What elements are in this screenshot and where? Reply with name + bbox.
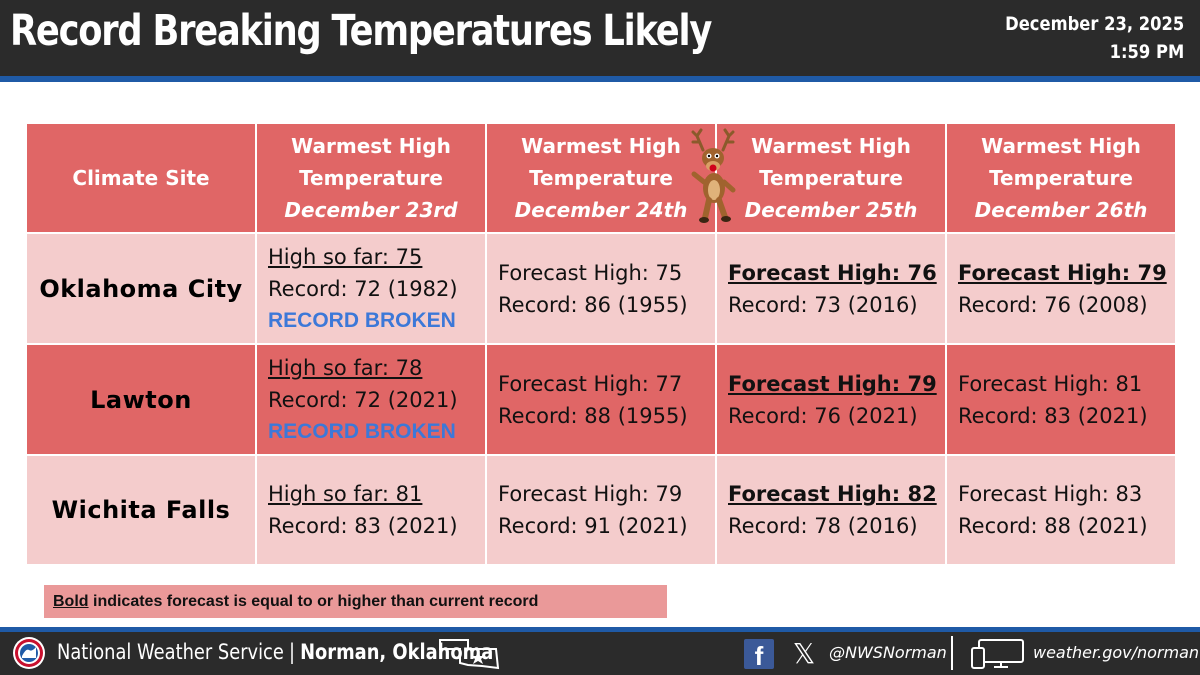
table-row: Wichita Falls High so far: 81 Record: 83… <box>25 454 1177 566</box>
footer-accent-bar <box>0 627 1200 632</box>
forecast-high: Forecast High: 76 <box>728 260 937 285</box>
site-name: Lawton <box>25 343 257 456</box>
high-so-far: High so far: 78 <box>268 355 423 380</box>
forecast-high: Forecast High: 77 <box>498 371 683 396</box>
record-value: Record: 72 (1982) <box>268 276 458 301</box>
table-cell: Forecast High: 76 Record: 73 (2016) <box>715 232 947 345</box>
facebook-icon[interactable]: f <box>744 639 774 671</box>
record-value: Record: 83 (2021) <box>268 514 458 538</box>
legend-bold-word: Bold <box>53 593 89 610</box>
table-cell: Forecast High: 79 Record: 91 (2021) <box>485 454 717 566</box>
table-cell: Forecast High: 77 Record: 88 (1955) <box>485 343 717 456</box>
table-header-row: Climate Site Warmest High Temperature De… <box>25 122 1177 234</box>
forecast-high: Forecast High: 79 <box>498 482 683 506</box>
column-header-date: December 25th <box>744 198 918 222</box>
high-so-far: High so far: 81 <box>268 482 423 506</box>
record-value: Record: 83 (2021) <box>958 403 1148 428</box>
oklahoma-state-icon <box>439 639 500 670</box>
column-header-dec23: Warmest High Temperature December 23rd <box>255 122 487 234</box>
record-value: Record: 73 (2016) <box>728 292 918 317</box>
record-value: Record: 76 (2021) <box>728 403 918 428</box>
header-accent-bar <box>0 76 1200 82</box>
column-header-line2: Temperature <box>989 166 1133 190</box>
org-name: National Weather Service <box>57 640 284 664</box>
table-cell: Forecast High: 79 Record: 76 (2008) <box>945 232 1177 345</box>
header: Record Breaking Temperatures Likely Dece… <box>0 0 1200 76</box>
website-link[interactable]: weather.gov/norman <box>1033 643 1200 662</box>
column-header-dec25: Warmest High Temperature December 25th <box>715 122 947 234</box>
monitor-phone-icon <box>971 639 1024 669</box>
column-header-date: December 24th <box>514 198 688 222</box>
footer-organization: National Weather Service | Norman, Oklahom… <box>57 640 493 664</box>
column-header-line2: Temperature <box>529 166 673 190</box>
page-title: Record Breaking Temperatures Likely <box>10 6 712 56</box>
footer: National Weather Service | Norman, Oklahom… <box>0 632 1200 675</box>
record-broken-label: RECORD BROKEN <box>268 419 456 443</box>
table-cell: Forecast High: 81 Record: 83 (2021) <box>945 343 1177 456</box>
footer-divider <box>951 636 953 670</box>
column-header-line2: Temperature <box>759 166 903 190</box>
table-cell: Forecast High: 83 Record: 88 (2021) <box>945 454 1177 566</box>
column-header-line1: Warmest High <box>751 134 911 158</box>
record-value: Record: 86 (1955) <box>498 292 688 317</box>
reindeer-graphic <box>691 128 736 223</box>
org-separator: | <box>288 640 295 664</box>
column-header-date: December 26th <box>974 198 1148 222</box>
table-row: Lawton High so far: 78 Record: 72 (2021)… <box>25 343 1177 456</box>
legend-note: Bold indicates forecast is equal to or h… <box>44 585 667 618</box>
forecast-high: Forecast High: 83 <box>958 482 1143 506</box>
forecast-high: Forecast High: 75 <box>498 260 683 285</box>
office-name: Norman, Oklahoma <box>300 640 494 664</box>
column-header-line1: Warmest High <box>981 134 1141 158</box>
table-cell: Forecast High: 82 Record: 78 (2016) <box>715 454 947 566</box>
column-header-line1: Warmest High <box>291 134 451 158</box>
forecast-high: Forecast High: 79 <box>958 260 1167 285</box>
high-so-far: High so far: 75 <box>268 244 423 269</box>
issued-date: December 23, 2025 <box>1004 13 1184 35</box>
record-value: Record: 88 (2021) <box>958 514 1148 538</box>
record-value: Record: 91 (2021) <box>498 514 688 538</box>
record-value: Record: 88 (1955) <box>498 403 688 428</box>
record-broken-label: RECORD BROKEN <box>268 308 456 332</box>
table-cell: High so far: 78 Record: 72 (2021) RECORD… <box>255 343 487 456</box>
issued-time: 1:59 PM <box>1109 41 1184 63</box>
table-cell: High so far: 81 Record: 83 (2021) <box>255 454 487 566</box>
temperature-records-table: Climate Site Warmest High Temperature De… <box>25 122 1177 566</box>
column-header-dec24: Warmest High Temperature December 24th <box>485 122 717 234</box>
record-value: Record: 76 (2008) <box>958 292 1148 317</box>
site-name: Wichita Falls <box>25 454 257 566</box>
record-value: Record: 78 (2016) <box>728 514 918 538</box>
column-header-site: Climate Site <box>25 122 257 234</box>
record-value: Record: 72 (2021) <box>268 387 458 412</box>
table-row: Oklahoma City High so far: 75 Record: 72… <box>25 232 1177 345</box>
forecast-high: Forecast High: 81 <box>958 371 1143 396</box>
x-icon[interactable]: 𝕏 <box>792 637 816 670</box>
forecast-high: Forecast High: 79 <box>728 371 937 396</box>
table-cell: High so far: 75 Record: 72 (1982) RECORD… <box>255 232 487 345</box>
column-header-line1: Warmest High <box>521 134 681 158</box>
social-handle[interactable]: @NWSNorman <box>829 643 947 662</box>
issued-datetime: December 23, 2025 1:59 PM <box>1005 10 1184 66</box>
column-header-line2: Temperature <box>299 166 443 190</box>
column-header-dec26: Warmest High Temperature December 26th <box>945 122 1177 234</box>
column-header-date: December 23rd <box>284 198 458 222</box>
table-cell: Forecast High: 79 Record: 76 (2021) <box>715 343 947 456</box>
legend-text: indicates forecast is equal to or higher… <box>88 593 539 610</box>
site-name: Oklahoma City <box>25 232 257 345</box>
table-cell: Forecast High: 75 Record: 86 (1955) <box>485 232 717 345</box>
nws-logo-icon <box>13 637 45 669</box>
forecast-high: Forecast High: 82 <box>728 482 937 506</box>
